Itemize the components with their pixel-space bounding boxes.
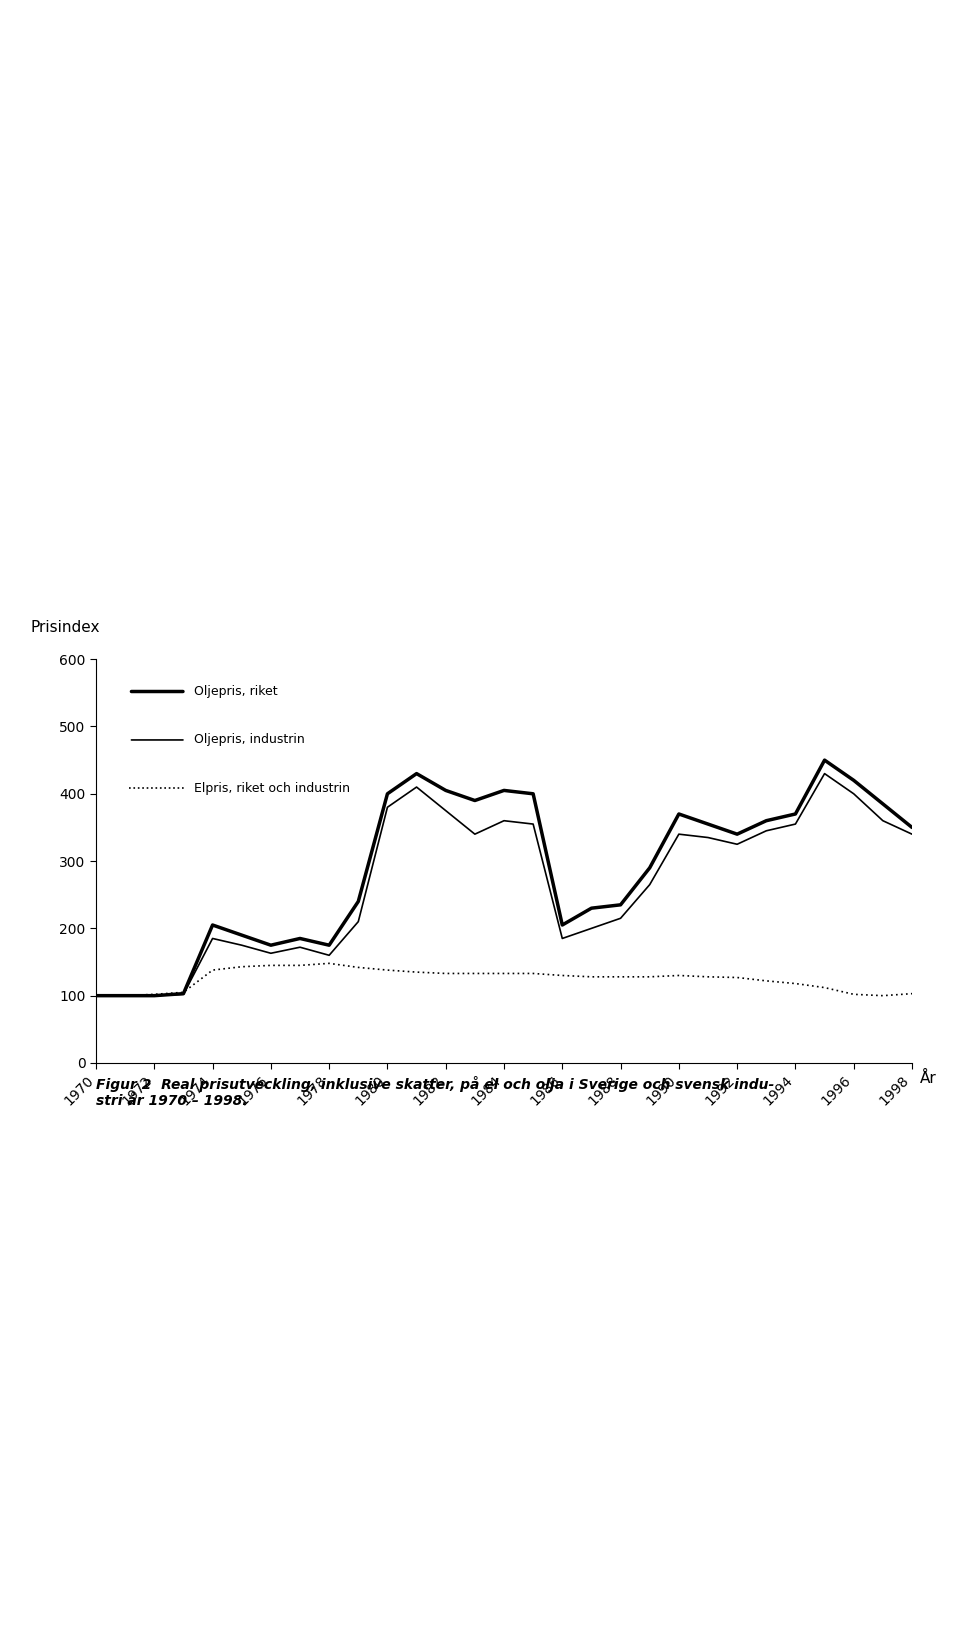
Text: Oljepris, riket: Oljepris, riket bbox=[194, 686, 277, 699]
Text: Prisindex: Prisindex bbox=[31, 620, 100, 634]
Text: År: År bbox=[920, 1071, 937, 1086]
Text: Oljepris, industrin: Oljepris, industrin bbox=[194, 733, 304, 747]
Text: Elpris, riket och industrin: Elpris, riket och industrin bbox=[194, 781, 349, 794]
Text: Figur 2  Real prisutveckling, inklusive skatter, på el och olja i Sverige och sv: Figur 2 Real prisutveckling, inklusive s… bbox=[96, 1076, 775, 1109]
